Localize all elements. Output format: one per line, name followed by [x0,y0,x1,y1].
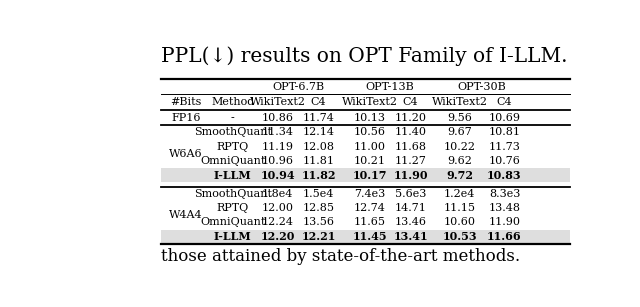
Text: W4A4: W4A4 [169,210,203,220]
Bar [161,168,570,182]
Text: WikiText2: WikiText2 [431,97,488,107]
Text: 1.8e4: 1.8e4 [262,189,294,199]
Text: 11.40: 11.40 [394,127,426,137]
Text: 12.14: 12.14 [303,127,335,137]
Text: SmoothQuant: SmoothQuant [194,189,272,199]
Text: 10.22: 10.22 [444,142,476,152]
Text: 9.56: 9.56 [447,113,472,123]
Text: 8.3e3: 8.3e3 [489,189,520,199]
Text: 10.81: 10.81 [488,127,520,137]
Text: -: - [231,113,235,123]
Text: C4: C4 [311,97,326,107]
Text: I-LLM: I-LLM [214,231,252,242]
Text: 11.90: 11.90 [393,170,428,181]
Text: 12.00: 12.00 [262,203,294,213]
Text: 11.82: 11.82 [301,170,336,181]
Text: 10.69: 10.69 [488,113,520,123]
Text: 10.60: 10.60 [444,217,476,227]
Text: 11.34: 11.34 [262,127,294,137]
Text: 12.08: 12.08 [303,142,335,152]
Text: OPT-13B: OPT-13B [365,82,415,92]
Text: 9.72: 9.72 [446,170,473,181]
Text: Method: Method [211,97,255,107]
Text: 12.21: 12.21 [301,231,336,242]
Text: RPTQ: RPTQ [217,203,249,213]
Text: 13.46: 13.46 [394,217,426,227]
Text: 14.71: 14.71 [395,203,426,213]
Text: 10.56: 10.56 [354,127,386,137]
Text: 11.15: 11.15 [444,203,476,213]
Text: FP16: FP16 [171,113,200,123]
Text: PPL(↓) results on OPT Family of I-LLM.: PPL(↓) results on OPT Family of I-LLM. [161,46,568,66]
Text: OPT-6.7B: OPT-6.7B [272,82,324,92]
Text: 11.66: 11.66 [487,231,522,242]
Text: W6A6: W6A6 [169,149,203,159]
Text: 11.27: 11.27 [395,156,426,166]
Text: 10.94: 10.94 [260,170,295,181]
Text: 10.83: 10.83 [487,170,522,181]
Text: 1.2e4: 1.2e4 [444,189,476,199]
Text: 10.96: 10.96 [262,156,294,166]
Text: 13.48: 13.48 [488,203,520,213]
Text: 11.74: 11.74 [303,113,335,123]
Text: I-LLM: I-LLM [214,170,252,181]
Text: RPTQ: RPTQ [217,142,249,152]
Text: 11.73: 11.73 [488,142,520,152]
Bar [161,230,570,244]
Text: 11.81: 11.81 [303,156,335,166]
Text: 10.86: 10.86 [262,113,294,123]
Text: 11.90: 11.90 [488,217,520,227]
Text: 5.6e3: 5.6e3 [395,189,426,199]
Text: 13.56: 13.56 [303,217,335,227]
Text: 12.24: 12.24 [262,217,294,227]
Text: those attained by state-of-the-art methods.: those attained by state-of-the-art metho… [161,248,520,265]
Text: OPT-30B: OPT-30B [458,82,506,92]
Text: OmniQuant: OmniQuant [200,217,266,227]
Text: 1.5e4: 1.5e4 [303,189,334,199]
Text: 11.20: 11.20 [394,113,426,123]
Text: 9.62: 9.62 [447,156,472,166]
Text: C4: C4 [403,97,419,107]
Text: 10.53: 10.53 [442,231,477,242]
Text: 12.85: 12.85 [303,203,335,213]
Text: 9.67: 9.67 [447,127,472,137]
Text: 12.74: 12.74 [354,203,386,213]
Text: WikiText2: WikiText2 [250,97,306,107]
Text: 7.4e3: 7.4e3 [354,189,385,199]
Text: C4: C4 [497,97,512,107]
Text: 11.00: 11.00 [354,142,386,152]
Text: SmoothQuant: SmoothQuant [194,127,272,137]
Text: 10.13: 10.13 [354,113,386,123]
Text: 11.19: 11.19 [262,142,294,152]
Text: 10.76: 10.76 [488,156,520,166]
Text: OmniQuant: OmniQuant [200,156,266,166]
Text: 10.21: 10.21 [354,156,386,166]
Text: 13.41: 13.41 [393,231,428,242]
Text: 11.45: 11.45 [353,231,387,242]
Text: 12.20: 12.20 [260,231,295,242]
Text: #Bits: #Bits [170,97,202,107]
Text: 11.68: 11.68 [394,142,426,152]
Text: 10.17: 10.17 [353,170,387,181]
Text: WikiText2: WikiText2 [342,97,397,107]
Text: 11.65: 11.65 [354,217,386,227]
